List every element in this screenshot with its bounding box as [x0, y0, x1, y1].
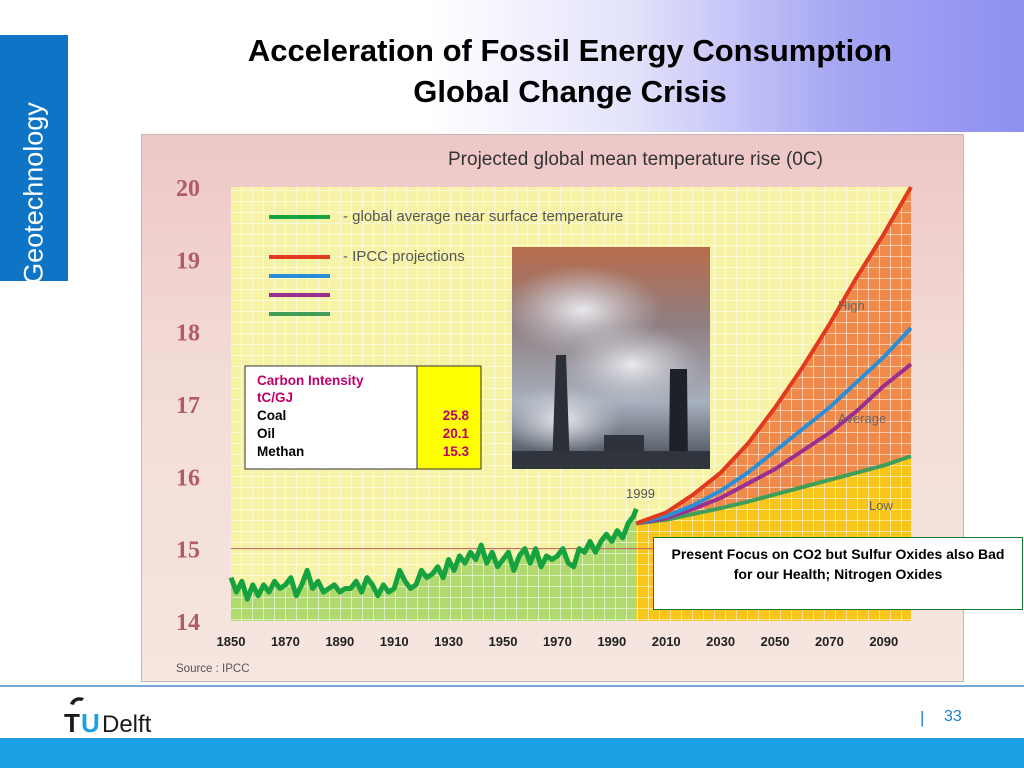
slide-title-line1: Acceleration of Fossil Energy Consumptio…: [247, 33, 893, 68]
x-tick-label: 2030: [706, 634, 735, 649]
side-tab-label: Geotechnology: [18, 102, 49, 284]
x-tick-label: 1890: [325, 634, 354, 649]
table-row-label: Methan: [257, 444, 304, 459]
svg-text:T: T: [64, 708, 80, 736]
observed-series-line: [228, 508, 639, 602]
callout-box: Present Focus on CO2 but Sulfur Oxides a…: [653, 537, 1023, 610]
table-row-value: 20.1: [443, 426, 470, 441]
table-row-value: 25.8: [443, 408, 470, 423]
x-tick-label: 2090: [869, 634, 898, 649]
tudelft-logo-icon: T U Delft: [64, 697, 152, 738]
svg-text:Delft: Delft: [102, 711, 152, 736]
table-row-label: Coal: [257, 408, 286, 423]
page-separator: |: [920, 708, 925, 727]
projection-series-line: [635, 362, 913, 526]
projection-series-line: [635, 185, 913, 526]
x-tick-label: 1990: [597, 634, 626, 649]
svg-text:U: U: [81, 708, 100, 736]
x-tick-label: 1950: [489, 634, 518, 649]
side-tab: Geotechnology: [0, 35, 68, 284]
y-axis-ticks: 14 15 16 17 18 19 20: [176, 176, 200, 636]
table-row-label: Oil: [257, 426, 275, 441]
x-tick-label: 1930: [434, 634, 463, 649]
footer-band: [0, 738, 1024, 768]
y-tick-label: 17: [176, 393, 200, 419]
chart-title: Projected global mean temperature rise (…: [448, 149, 823, 170]
y-tick-label: 14: [176, 610, 200, 636]
x-tick-label: 1970: [543, 634, 572, 649]
y-tick-label: 20: [176, 176, 200, 202]
annotation-high: High: [838, 298, 865, 313]
table-header-line1: Carbon Intensity: [257, 373, 364, 388]
smokestack-photo: [502, 247, 710, 469]
legend-label-observed: - global average near surface temperatur…: [343, 208, 623, 225]
table-row-value: 15.3: [443, 444, 470, 459]
y-tick-label: 16: [176, 465, 200, 491]
header-band: [0, 0, 1024, 132]
page-number: 33: [944, 708, 962, 725]
projection-series-line: [635, 326, 913, 526]
tudelft-logo: T U Delft: [62, 694, 172, 738]
x-axis-ticks: 1850 1870 1890 1910 1930 1950 1970 1990 2010 2030…: [217, 634, 899, 649]
callout-text: Present Focus on CO2 but Sulfur Oxides a…: [671, 546, 1005, 582]
x-tick-label: 1870: [271, 634, 300, 649]
y-tick-label: 15: [176, 538, 200, 564]
chart-series: [228, 185, 913, 602]
table-header-line2: tC/GJ: [257, 390, 293, 405]
y-tick-label: 18: [176, 321, 200, 347]
y-tick-label: 19: [176, 248, 200, 274]
carbon-intensity-table: Carbon Intensity tC/GJ Coal Oil Methan 2…: [244, 365, 482, 470]
x-tick-label: 1910: [380, 634, 409, 649]
x-tick-label: 1850: [217, 634, 246, 649]
x-tick-label: 2010: [652, 634, 681, 649]
projection-series-line: [636, 454, 912, 526]
year-marker-label: 1999: [626, 486, 655, 501]
legend: - global average near surface temperatur…: [269, 208, 623, 316]
chart-source: Source : IPCC: [176, 663, 250, 675]
slide-title-line2: Global Change Crisis: [413, 74, 727, 109]
annotation-average: Average: [838, 411, 886, 426]
annotation-low: Low: [869, 498, 893, 513]
footer-rule: [0, 685, 1024, 687]
x-tick-label: 2050: [761, 634, 790, 649]
legend-label-projections: - IPCC projections: [343, 248, 465, 265]
x-tick-label: 2070: [815, 634, 844, 649]
